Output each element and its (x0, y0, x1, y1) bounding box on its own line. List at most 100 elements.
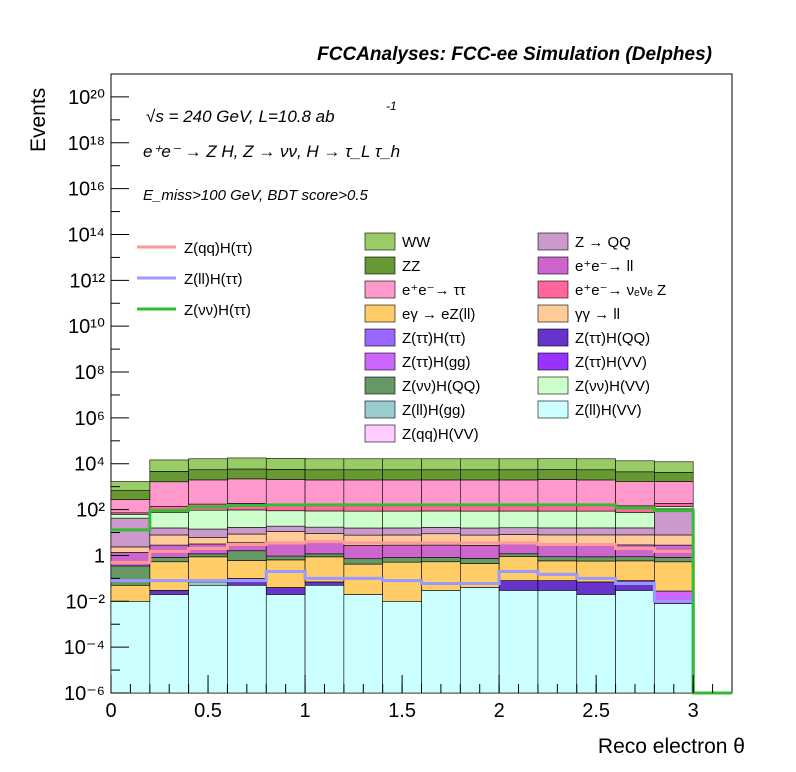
bar-e-ez-ll--bin-4 (265, 559, 306, 588)
bar-ww-bin-14 (654, 461, 694, 473)
bar-zz-bin-3 (227, 468, 267, 480)
bar-z-h-qq--bin-10 (498, 580, 539, 591)
bar-z-h-qq--bin-1 (149, 590, 189, 595)
bar-zz-bin-7 (382, 469, 422, 481)
legend-swatch (537, 376, 569, 395)
y-tick-label: 10⁸ (74, 362, 105, 384)
bar-e-ez-ll--bin-10 (498, 556, 539, 581)
stacked-bars (110, 457, 694, 694)
legend-signal-label: Z(ll)H(ττ) (184, 271, 243, 288)
legend-swatch (537, 304, 569, 323)
legend-label: e⁺e⁻→ ll (575, 258, 633, 275)
bar-z-h-vv--bin-3 (227, 509, 267, 528)
bar-e-e--bin-8 (421, 479, 461, 505)
process-label: e⁺e⁻ → Z H, Z → νν, H → τ_L τ_h (143, 142, 400, 161)
bar-z-ll-h-vv--bin-4 (265, 594, 306, 694)
y-tick-label: 1 (94, 545, 105, 567)
bar-e-ez-ll--bin-14 (654, 561, 694, 592)
bar-e-e--bin-4 (265, 479, 306, 505)
energy-exponent: -1 (386, 99, 397, 113)
bar-zz-bin-10 (498, 469, 539, 481)
bar-z-h-vv--bin-1 (149, 512, 189, 529)
bar-ww-bin-0 (110, 481, 151, 491)
legend-signal: Z(qq)H(ττ) Z(ll)H(ττ) Z(νν)H(ττ) (137, 240, 253, 319)
bar-z-h-qq--bin-4 (265, 555, 306, 561)
y-tick-label: 10² (76, 500, 105, 522)
x-tick-label: 3 (688, 700, 699, 722)
bar-e-e--bin-14 (654, 481, 694, 504)
bar-e-e-ll-bin-10 (498, 543, 539, 555)
bar-e-e--bin-3 (227, 478, 267, 504)
bar-e-e--bin-12 (576, 479, 616, 505)
bar--ll-bin-5 (304, 533, 345, 542)
bar-ww-bin-11 (537, 458, 578, 470)
legend-swatch (364, 400, 396, 419)
bar-z-qq-bin-11 (537, 527, 578, 536)
bar-e-e--bin-13 (615, 481, 655, 507)
bar-z-qq-bin-14 (654, 508, 694, 536)
legend-swatch (364, 280, 396, 299)
bar-e-e-ll-bin-9 (460, 545, 500, 559)
bar-e-e-ll-bin-7 (382, 544, 422, 558)
line-z-h- (111, 503, 732, 695)
legend-signal-label: Z(νν)H(ττ) (184, 302, 251, 319)
bar-z-ll-h-vv--bin-10 (498, 590, 539, 694)
bar-z-h-qq--bin-11 (537, 556, 578, 562)
y-tick-label: 10⁶ (75, 408, 105, 430)
legend-label: Z(qq)H(VV) (402, 426, 479, 443)
bar-z-qq-bin-2 (188, 528, 228, 538)
y-tick-label: 10⁻² (66, 591, 106, 613)
bar-zz-bin-1 (149, 471, 189, 483)
bar-e-e--bin-6 (343, 479, 383, 505)
bar-z-qq-bin-6 (343, 527, 383, 536)
energy-label: √s = 240 GeV, L=10.8 ab (146, 107, 335, 126)
bar-e-e-ll-bin-13 (615, 544, 655, 558)
bar-z-h-qq--bin-10 (498, 553, 539, 558)
bar-ww-bin-10 (498, 458, 539, 471)
bar-ww-bin-7 (382, 458, 422, 471)
legend-label: Z(νν)H(QQ) (402, 378, 480, 395)
bar-z-h-vv--bin-8 (421, 510, 461, 528)
bar-ww-bin-8 (421, 458, 461, 471)
legend-swatch (364, 232, 396, 251)
selection-label: E_miss>100 GeV, BDT score>0.5 (143, 187, 368, 204)
bar-e-ez-ll--bin-1 (149, 561, 189, 591)
bar--ll-bin-13 (615, 534, 655, 546)
bar--ll-bin-2 (188, 537, 228, 545)
bar--ll-bin-0 (110, 546, 151, 553)
x-tick-label: 2 (494, 700, 505, 722)
legend-label: Z(ττ)H(ττ) (402, 330, 466, 347)
y-tick-label: 10⁴ (74, 454, 105, 476)
bar-ww-bin-6 (343, 458, 383, 471)
bar-e-ez-ll--bin-13 (615, 560, 655, 581)
bar-z-ll-h-vv--bin-5 (304, 584, 345, 694)
bar-z-h-vv--bin-13 (615, 512, 655, 529)
bar-e-e--bin-7 (382, 479, 422, 505)
bar-z-ll-h-vv--bin-11 (537, 590, 578, 694)
legend-swatch (537, 328, 569, 347)
bar-z-qq-bin-10 (498, 527, 539, 535)
legend-label: Z(ττ)H(gg) (402, 354, 471, 371)
bar-e-e--bin-9 (460, 479, 500, 505)
bar-z-ll-h-vv--bin-1 (149, 594, 189, 694)
bar-zz-bin-13 (615, 471, 655, 483)
bar-z-h-vv--bin-5 (304, 510, 345, 528)
bar-z-qq-bin-12 (576, 527, 616, 536)
bar--ll-bin-1 (149, 534, 189, 546)
bar-e-ez-ll--bin-11 (537, 560, 578, 581)
bar-z-qq-bin-3 (227, 527, 267, 535)
bar-z-h-qq--bin-1 (149, 556, 189, 563)
bar-z-ll-h-vv--bin-6 (343, 594, 383, 694)
bar-z-ll-h-vv--bin-9 (460, 587, 500, 694)
legend-label: Z(ττ)H(VV) (575, 354, 647, 371)
bar-z-qq-bin-8 (421, 527, 461, 535)
bar-e-e-ll-bin-8 (421, 544, 461, 558)
line-z-qq-h- (111, 540, 732, 695)
x-tick-label: 2.5 (582, 700, 610, 722)
axis-ticks: 0 0.5 1 1.5 2 2.5 3 10⁻⁶ 10⁻⁴ 10⁻² 1 10² 10⁴ 10⁶ 10⁸ 10… (64, 73, 714, 722)
legend-swatch (537, 232, 569, 251)
legend-swatch (364, 304, 396, 323)
bar-zz-bin-2 (188, 469, 228, 481)
legend-backgrounds: WW Z → QQ ZZ e⁺e⁻→ ll e⁺e⁻→ ττ e⁺e⁻→ νₑνₑ Z eγ… (364, 232, 666, 443)
legend-label: Z(ττ)H(QQ) (575, 330, 650, 347)
